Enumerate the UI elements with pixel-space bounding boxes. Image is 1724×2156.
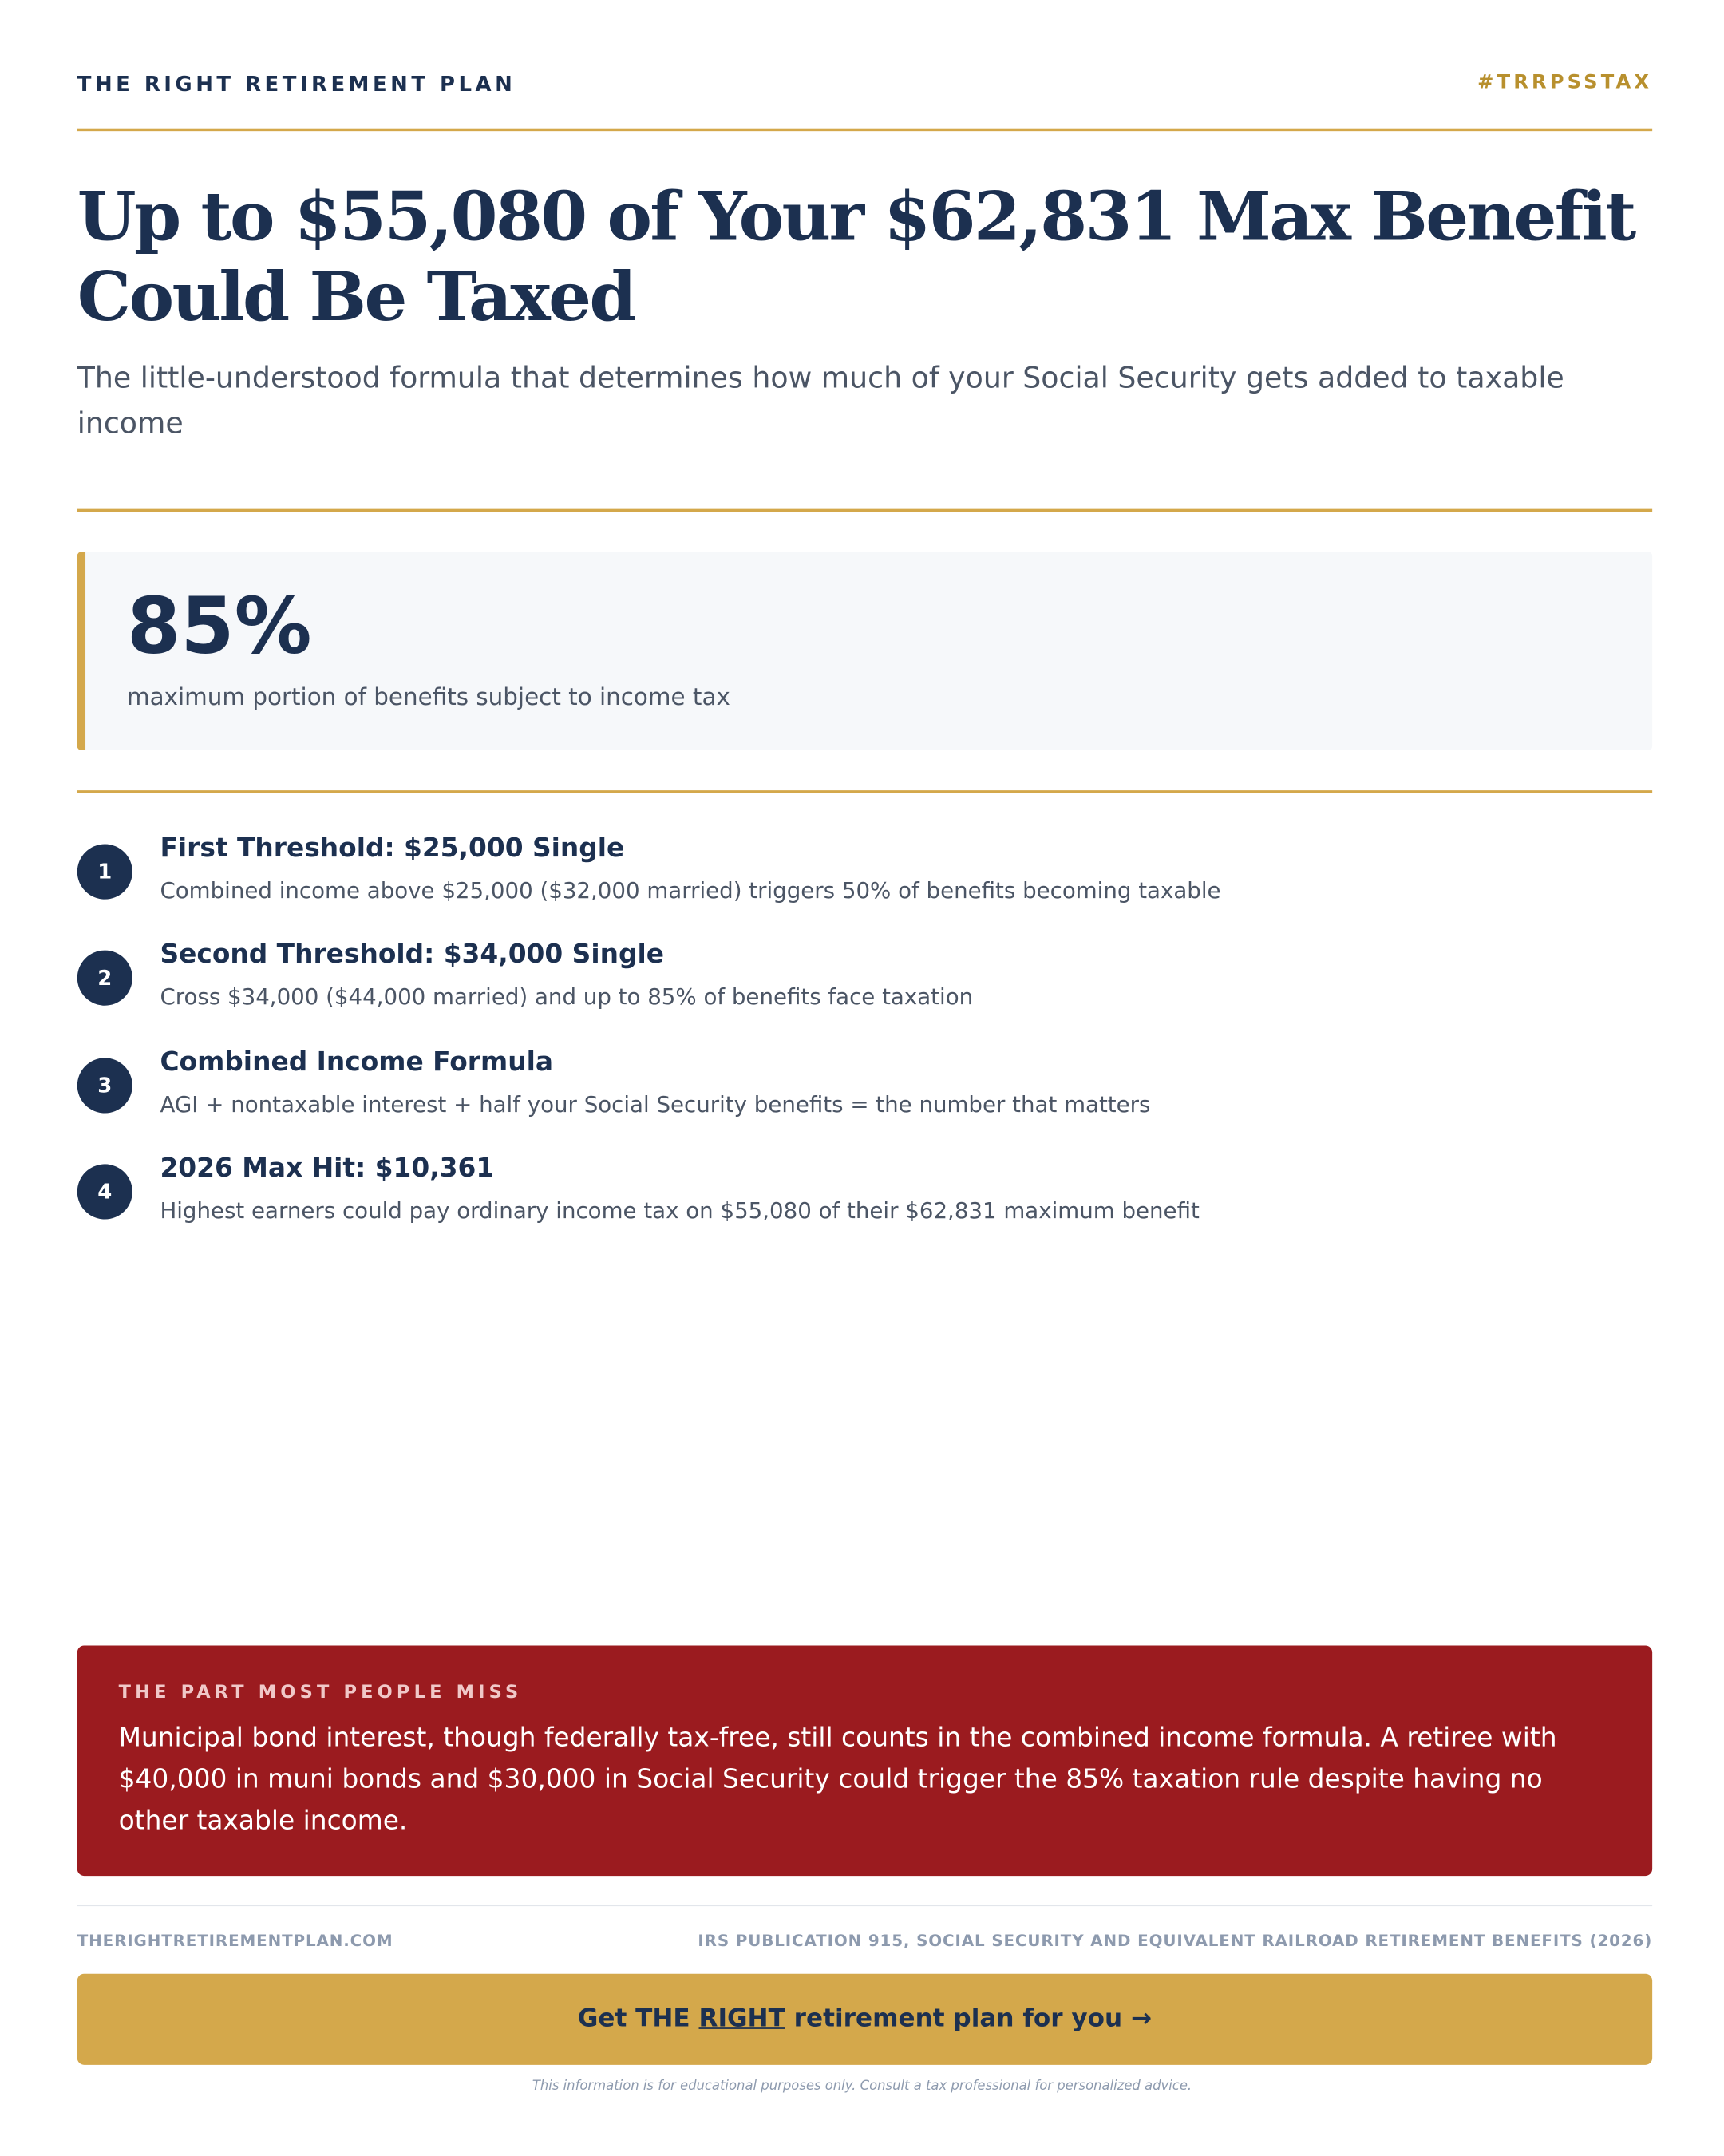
cta-text: retirement plan for you →: [793, 2004, 1153, 2034]
subtitle: The little-understood formula that deter…: [77, 361, 1564, 441]
stat-value: 85%: [126, 582, 312, 672]
cta-emphasis: RIGHT: [698, 2004, 785, 2034]
step-text: Combined income above $25,000 ($32,000 m…: [160, 877, 1221, 904]
divider: [77, 1905, 1653, 1907]
divider: [77, 790, 1653, 793]
step-number: 2: [77, 951, 132, 1007]
step-title: First Threshold: $25,000 Single: [160, 833, 625, 864]
callout: THE PART MOST PEOPLE MISS Municipal bond…: [77, 1645, 1653, 1877]
source: IRS PUBLICATION 915, SOCIAL SECURITY AND…: [698, 1931, 1653, 1951]
callout-label: THE PART MOST PEOPLE MISS: [118, 1683, 523, 1704]
step-number: 3: [77, 1057, 132, 1113]
step-title: Combined Income Formula: [160, 1046, 554, 1077]
step: 3 Combined Income Formula AGI + nontaxable…: [77, 1046, 1652, 1143]
callout-text: Municipal bond interest, though federall…: [118, 1723, 1557, 1836]
step-text: Highest earners could pay ordinary incom…: [160, 1197, 1200, 1224]
step-text: AGI + nontaxable interest + half your So…: [160, 1090, 1151, 1117]
divider: [77, 128, 1653, 132]
stat-label: maximum portion of benefits subject to i…: [126, 684, 730, 712]
step-title: Second Threshold: $34,000 Single: [160, 940, 664, 971]
step-number: 1: [77, 844, 132, 900]
brand: THE RIGHT RETIREMENT PLAN: [77, 71, 516, 97]
step-title: 2026 Max Hit: $10,361: [160, 1153, 495, 1184]
step: 1 First Threshold: $25,000 Single Combined…: [77, 833, 1652, 930]
step: 2 Second Threshold: $34,000 Single Cross $…: [77, 940, 1652, 1036]
step: 4 2026 Max Hit: $10,361 Highest earners co…: [77, 1153, 1652, 1249]
step-number: 4: [77, 1164, 132, 1220]
stat-box: 85% maximum portion of benefits subject …: [77, 552, 1653, 751]
cta-button[interactable]: Get THE RIGHT retirement plan for you →: [77, 1973, 1653, 2065]
title: Up to $55,080 of Your $62,831 Max Benefi…: [77, 176, 1637, 337]
hashtag: #TRRPSSTAX: [1477, 71, 1653, 94]
divider: [77, 508, 1653, 512]
site[interactable]: THERIGHTRETIREMENTPLAN.COM: [77, 1931, 393, 1951]
disclaimer: This information is for educational purp…: [532, 2079, 1192, 2095]
step-text: Cross $34,000 ($44,000 married) and up t…: [160, 983, 974, 1011]
cta-text: Get THE: [577, 2004, 690, 2034]
